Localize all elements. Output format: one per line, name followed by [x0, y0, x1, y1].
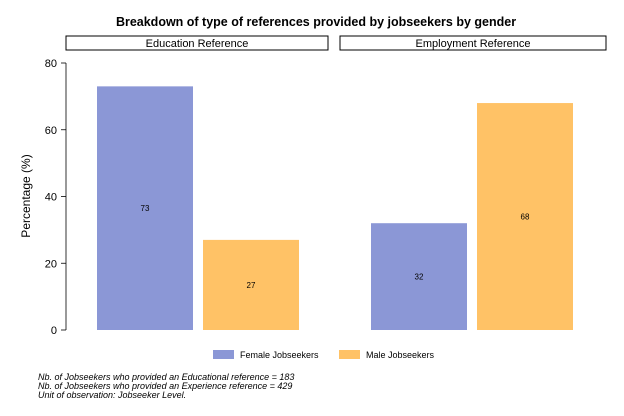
legend: Female Jobseekers Male Jobseekers	[213, 350, 435, 360]
y-tick-label-60: 60	[45, 125, 57, 137]
bar-label-employment-male: 68	[521, 213, 530, 222]
bars: 73 27 32 68	[97, 86, 573, 330]
bar-employment-female	[371, 223, 467, 330]
chart-title: Breakdown of type of references provided…	[116, 15, 516, 29]
panel-header-education: Education Reference	[65, 35, 329, 51]
note-unit-of-observation: Unit of observation: Jobseeker Level.	[38, 390, 186, 400]
y-tick-label-0: 0	[51, 325, 57, 337]
bar-education-male	[203, 239, 299, 330]
y-tick-label-20: 20	[45, 258, 57, 270]
y-axis-ticks: 0 20 40 60 80	[45, 58, 66, 337]
bar-label-education-female: 73	[141, 204, 150, 213]
legend-swatch-male	[339, 350, 360, 359]
y-tick-label-40: 40	[45, 192, 57, 204]
panel-label-education: Education Reference	[146, 38, 249, 50]
bar-employment-male	[477, 103, 573, 330]
y-tick-label-80: 80	[45, 58, 57, 70]
y-axis-title: Percentage (%)	[19, 154, 33, 237]
legend-label-female: Female Jobseekers	[240, 350, 319, 360]
note-educational-count: Nb. of Jobseekers who provided an Educat…	[38, 372, 294, 382]
note-experience-count: Nb. of Jobseekers who provided an Experi…	[38, 381, 292, 391]
legend-label-male: Male Jobseekers	[366, 350, 435, 360]
bar-education-female	[97, 86, 193, 330]
bar-label-education-male: 27	[247, 281, 256, 290]
panel-label-employment: Employment Reference	[416, 38, 531, 50]
bar-label-employment-female: 32	[415, 273, 424, 282]
legend-swatch-female	[213, 350, 234, 359]
panel-header-employment: Employment Reference	[339, 35, 607, 51]
